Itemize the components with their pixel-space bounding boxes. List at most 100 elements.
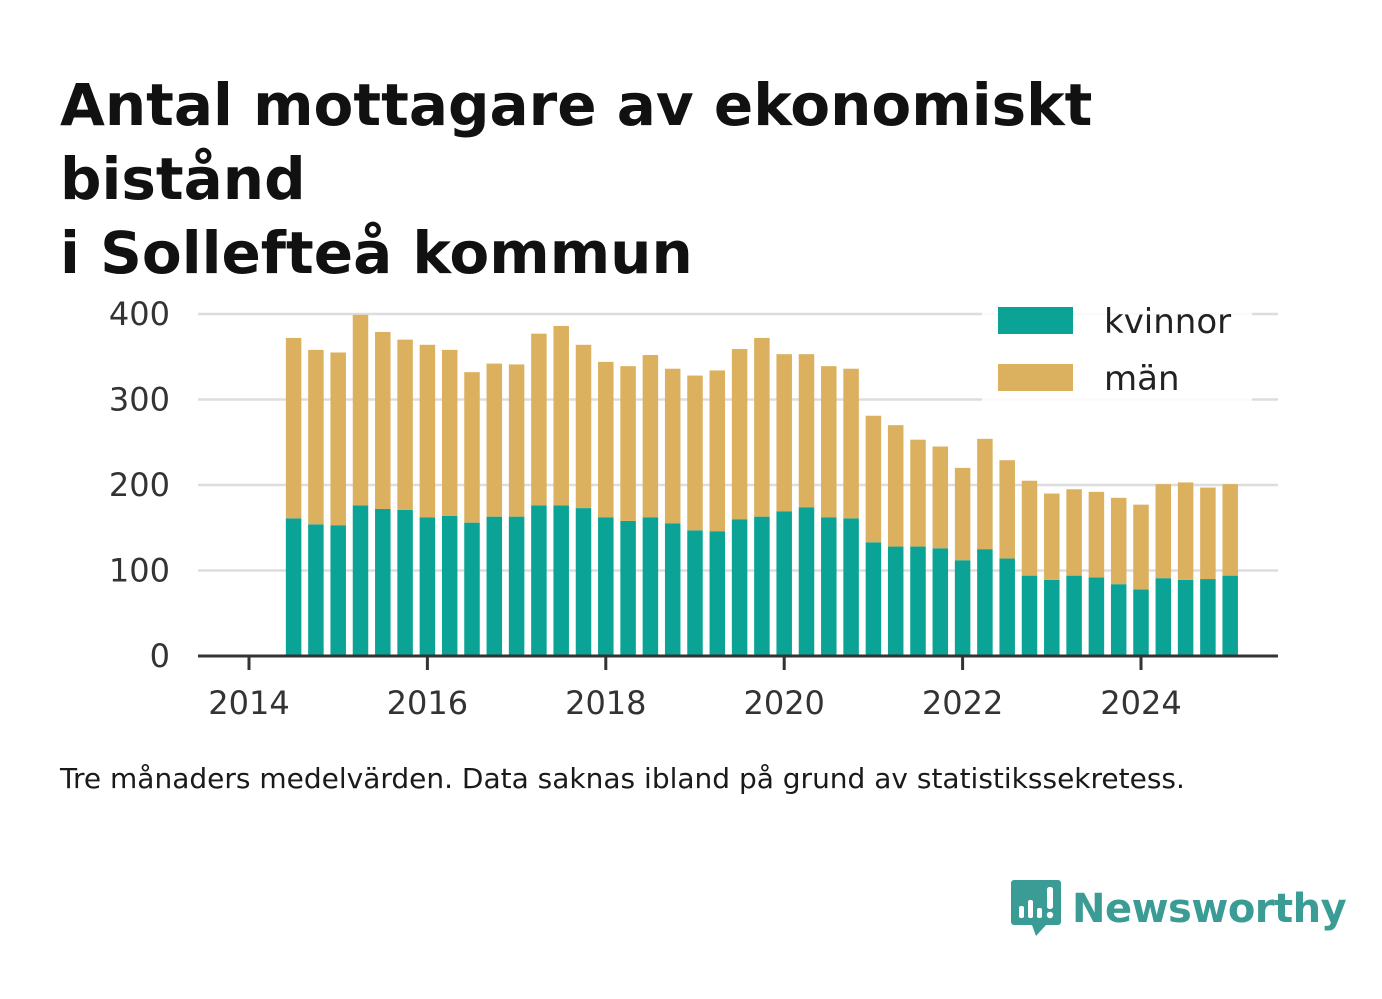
- bar-man: [375, 331, 391, 509]
- bar-man: [843, 368, 859, 519]
- bar-man: [709, 370, 726, 532]
- bar-man: [620, 366, 636, 521]
- x-tick-label: 2024: [1100, 684, 1181, 722]
- legend-label: män: [1104, 359, 1180, 399]
- bar-kvinnor: [865, 542, 882, 656]
- bar-man: [486, 363, 503, 517]
- bar-kvinnor: [843, 518, 859, 656]
- newsworthy-logo-text: Newsworthy: [1072, 886, 1347, 932]
- bar-kvinnor: [1200, 579, 1216, 656]
- bar-man: [977, 438, 993, 550]
- bar-man: [754, 337, 770, 517]
- bar-kvinnor: [1155, 578, 1172, 656]
- chart-title: Antal mottagare av ekonomiskt bistånd i …: [60, 68, 1350, 290]
- legend: kvinnor män: [982, 294, 1252, 404]
- legend-swatch: [998, 307, 1073, 334]
- bar-kvinnor: [1177, 579, 1194, 656]
- bar-kvinnor: [464, 522, 480, 656]
- bar-man: [575, 344, 592, 509]
- bar-man: [1021, 480, 1038, 576]
- bar-man: [464, 372, 480, 523]
- bar-kvinnor: [798, 507, 815, 656]
- x-tick-label: 2020: [743, 684, 824, 722]
- axes: 0 100 200 300 400 2014 2016 2018 2020 2022 2024: [109, 295, 1278, 722]
- bar-man: [1133, 504, 1149, 590]
- bar-man: [821, 366, 837, 518]
- bar-kvinnor: [731, 519, 748, 656]
- bar-kvinnor: [1021, 575, 1038, 656]
- bar-man: [910, 439, 926, 547]
- bar-kvinnor: [419, 517, 436, 656]
- y-tick-label: 200: [109, 466, 170, 504]
- bar-man: [531, 333, 547, 506]
- bar-man: [642, 355, 659, 518]
- bar-kvinnor: [977, 549, 993, 656]
- bar-man: [664, 368, 681, 524]
- newsworthy-logo-icon: [1011, 880, 1061, 936]
- bar-kvinnor: [352, 505, 369, 656]
- x-tick-label: 2014: [208, 684, 289, 722]
- bar-man: [887, 425, 904, 547]
- bar-man: [1200, 487, 1216, 580]
- bar-kvinnor: [664, 523, 681, 656]
- legend-label: kvinnor: [1104, 302, 1231, 342]
- bar-kvinnor: [709, 531, 726, 656]
- bar-kvinnor: [441, 515, 458, 656]
- bar-man: [954, 467, 971, 561]
- bar-kvinnor: [1066, 575, 1082, 656]
- bar-kvinnor: [508, 516, 525, 656]
- bar-kvinnor: [687, 530, 703, 656]
- x-tick-label: 2018: [565, 684, 646, 722]
- bar-man: [798, 354, 815, 508]
- bar-kvinnor: [999, 558, 1015, 656]
- bar-kvinnor: [308, 524, 324, 656]
- bar-man: [932, 446, 949, 549]
- bar-man: [508, 364, 525, 517]
- bar-man: [1066, 489, 1082, 576]
- bar-kvinnor: [575, 508, 592, 656]
- chart-footnote: Tre månaders medelvärden. Data saknas ib…: [60, 762, 1185, 795]
- bar-man: [419, 344, 436, 518]
- bar-kvinnor: [598, 517, 614, 656]
- bar-man: [330, 352, 346, 526]
- bar-kvinnor: [776, 511, 792, 656]
- bar-man: [1044, 493, 1060, 580]
- bar-kvinnor: [1133, 589, 1149, 656]
- x-tick-label: 2016: [387, 684, 468, 722]
- bar-kvinnor: [887, 546, 904, 656]
- bar-kvinnor: [954, 560, 971, 656]
- y-tick-label: 300: [109, 381, 170, 419]
- bar-kvinnor: [486, 516, 503, 656]
- bar-kvinnor: [620, 520, 636, 656]
- y-tick-label: 0: [150, 637, 170, 675]
- bar-man: [1155, 484, 1172, 579]
- bar-kvinnor: [553, 505, 569, 656]
- bar-kvinnor: [754, 516, 770, 656]
- bar-kvinnor: [330, 525, 346, 656]
- bar-man: [731, 349, 748, 520]
- bar-man: [352, 314, 369, 506]
- bar-kvinnor: [375, 508, 391, 656]
- bar-kvinnor: [821, 517, 837, 656]
- bars: [285, 314, 1238, 656]
- bar-man: [776, 354, 792, 512]
- bar-man: [397, 339, 413, 510]
- bar-man: [865, 415, 882, 543]
- bar-man: [1088, 491, 1105, 578]
- bar-kvinnor: [397, 509, 413, 656]
- bar-man: [1110, 497, 1127, 585]
- bar-kvinnor: [1044, 579, 1060, 656]
- chart-title-line-2: i Sollefteå kommun: [60, 219, 693, 287]
- bar-man: [598, 361, 614, 518]
- legend-swatch: [998, 364, 1073, 391]
- bar-man: [308, 349, 324, 525]
- newsworthy-logo[interactable]: Newsworthy: [1010, 878, 1347, 940]
- bar-kvinnor: [1110, 584, 1127, 656]
- y-tick-label: 100: [109, 552, 170, 590]
- bar-man: [285, 337, 302, 519]
- y-tick-label: 400: [109, 295, 170, 333]
- bar-kvinnor: [1222, 575, 1238, 656]
- bar-kvinnor: [285, 518, 302, 656]
- bar-man: [687, 375, 703, 531]
